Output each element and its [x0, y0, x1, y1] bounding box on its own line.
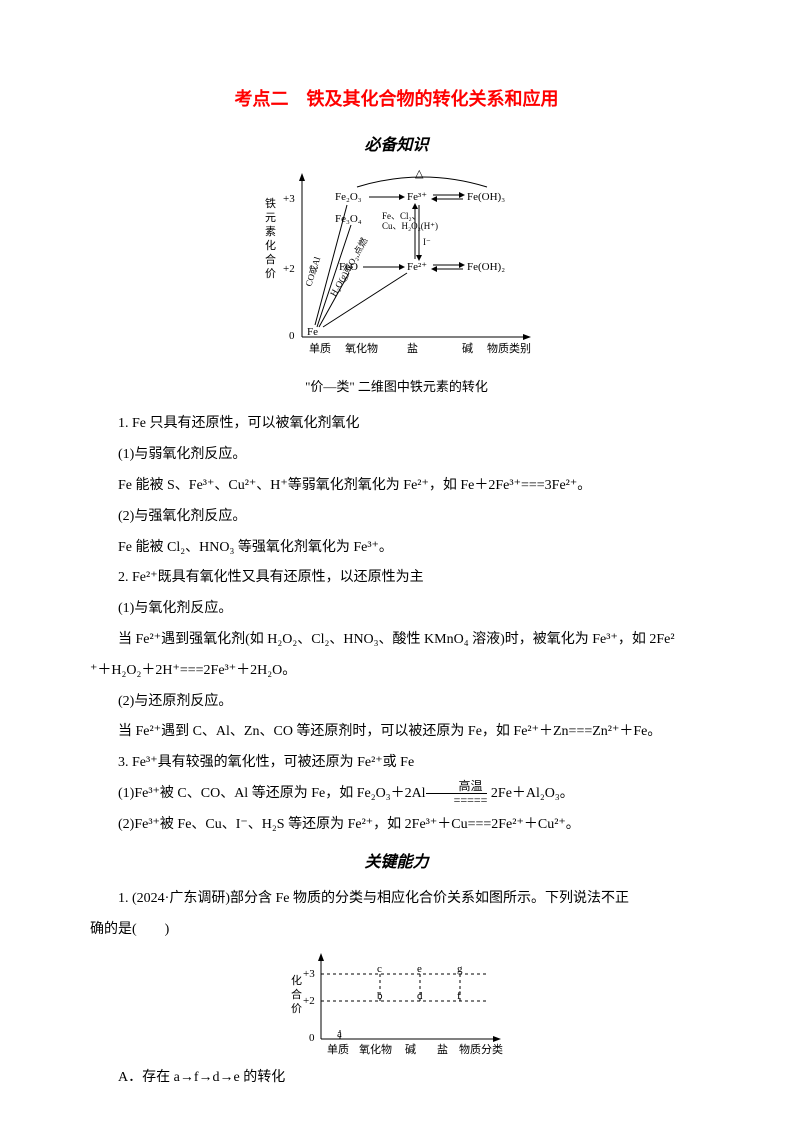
svg-text:合: 合 — [265, 252, 276, 266]
d2-y-label: 化 — [291, 973, 302, 987]
diagram1-caption: "价—类" 二维图中铁元素的转化 — [90, 373, 703, 402]
question-1-a: 1. (2024·广东调研)部分含 Fe 物质的分类与相应化合价关系如图所示。下… — [90, 884, 703, 915]
svg-text:+2: +2 — [303, 995, 315, 1007]
svg-text:元: 元 — [265, 212, 276, 224]
point-2-1-body-b: ⁺＋H₂O₂＋2H⁺===2Fe³⁺＋2H₂O。 — [90, 656, 703, 687]
point-3-2: (2)Fe³⁺被 Fe、Cu、I⁻、H₂S 等还原为 Fe²⁺，如 2Fe³⁺＋… — [90, 810, 703, 841]
svg-text:c: c — [377, 963, 382, 975]
point-2-2: (2)与还原剂反应。 — [90, 687, 703, 718]
svg-text:Cu、H₂O₂(H⁺): Cu、H₂O₂(H⁺) — [382, 221, 438, 231]
svg-text:价: 价 — [291, 1002, 302, 1015]
valence-class-diagram: 铁 元 素 化 合 价 +3 +2 0 Fe₂O₃ Fe³⁺ Fe(OH)₃ △… — [257, 167, 537, 367]
svg-text:Fe₃O₄: Fe₃O₄ — [335, 213, 362, 225]
svg-text:价: 价 — [265, 267, 276, 280]
page-title: 考点二 铁及其化合物的转化关系和应用 — [90, 80, 703, 120]
point-1-1: (1)与弱氧化剂反应。 — [90, 440, 703, 471]
svg-text:素: 素 — [265, 225, 276, 238]
point-1-1-body: Fe 能被 S、Fe³⁺、Cu²⁺、H⁺等弱氧化剂氧化为 Fe²⁺，如 Fe＋2… — [90, 471, 703, 502]
svg-text:碱: 碱 — [462, 342, 473, 355]
classification-diagram: 化 合 价 +3 +2 0 c e g b d f a 单质 氧化物 碱 盐 物… — [287, 949, 507, 1059]
svg-text:Fe: Fe — [307, 326, 318, 338]
section-essential-knowledge: 必备知识 — [90, 128, 703, 163]
svg-text:合: 合 — [291, 987, 302, 1001]
point-2-1: (1)与氧化剂反应。 — [90, 594, 703, 625]
point-2-2-body: 当 Fe²⁺遇到 C、Al、Zn、CO 等还原剂时，可以被还原为 Fe，如 Fe… — [90, 717, 703, 748]
svg-text:+3: +3 — [283, 193, 295, 205]
point-1-2-body: Fe 能被 Cl₂、HNO₃ 等强氧化剂氧化为 Fe³⁺。 — [90, 533, 703, 564]
question-1-b: 确的是( ) — [90, 915, 703, 946]
svg-text:碱: 碱 — [405, 1043, 416, 1056]
point-3: 3. Fe³⁺具有较强的氧化性，可被还原为 Fe²⁺或 Fe — [90, 748, 703, 779]
svg-text:Fe(OH)₃: Fe(OH)₃ — [467, 191, 505, 203]
svg-text:0: 0 — [309, 1032, 315, 1044]
point-1: 1. Fe 只具有还原性，可以被氧化剂氧化 — [90, 409, 703, 440]
svg-text:△: △ — [415, 168, 424, 180]
point-2: 2. Fe²⁺既具有氧化性又具有还原性，以还原性为主 — [90, 563, 703, 594]
svg-text:CO或Al: CO或Al — [302, 255, 322, 288]
svg-text:盐: 盐 — [407, 342, 418, 355]
y-axis-label: 铁 — [265, 197, 276, 210]
point-3-1-a: (1)Fe³⁺被 C、CO、Al 等还原为 Fe，如 Fe₂O₃＋2Al — [118, 786, 426, 801]
svg-text:单质: 单质 — [309, 342, 331, 355]
svg-text:Fe²⁺: Fe²⁺ — [407, 261, 427, 273]
svg-text:Fe₂O₃: Fe₂O₃ — [335, 191, 362, 203]
svg-text:I⁻: I⁻ — [423, 237, 431, 247]
svg-text:Fe(OH)₂: Fe(OH)₂ — [467, 261, 505, 273]
svg-text:物质分类: 物质分类 — [459, 1042, 503, 1056]
point-3-1: (1)Fe³⁺被 C、CO、Al 等还原为 Fe，如 Fe₂O₃＋2Al高温==… — [90, 779, 703, 810]
svg-text:盐: 盐 — [437, 1043, 448, 1056]
svg-text:0: 0 — [289, 330, 295, 342]
point-3-1-b: 2Fe＋Al₂O₃。 — [487, 786, 573, 801]
svg-text:化: 化 — [265, 238, 276, 252]
reaction-condition: 高温===== — [426, 780, 488, 807]
point-1-2: (2)与强氧化剂反应。 — [90, 502, 703, 533]
svg-text:氧化物: 氧化物 — [359, 1042, 392, 1056]
svg-text:e: e — [417, 963, 422, 975]
svg-text:g: g — [457, 963, 463, 975]
svg-text:+2: +2 — [283, 263, 295, 275]
svg-text:+3: +3 — [303, 968, 315, 980]
svg-text:Fe³⁺: Fe³⁺ — [407, 191, 427, 203]
section-key-ability: 关键能力 — [90, 845, 703, 880]
svg-text:氧化物: 氧化物 — [345, 341, 378, 355]
svg-text:单质: 单质 — [327, 1043, 349, 1056]
option-a: A．存在 a→f→d→e 的转化 — [90, 1063, 703, 1094]
point-2-1-body-a: 当 Fe²⁺遇到强氧化剂(如 H₂O₂、Cl₂、HNO₃、酸性 KMnO₄ 溶液… — [90, 625, 703, 656]
svg-text:物质类别: 物质类别 — [487, 341, 531, 355]
